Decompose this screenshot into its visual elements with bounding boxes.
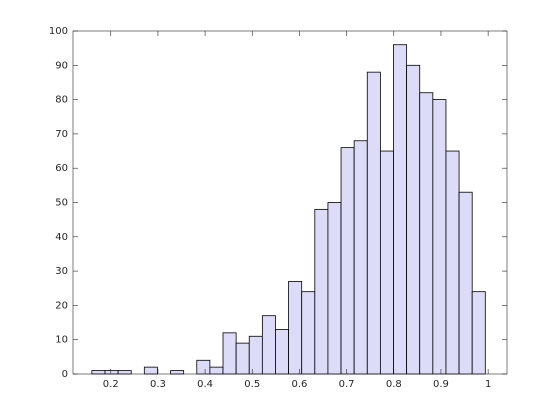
bar bbox=[288, 280, 303, 375]
bar bbox=[445, 150, 460, 375]
x-tick-label: 0.6 bbox=[291, 379, 307, 390]
bar bbox=[222, 332, 237, 375]
bar bbox=[143, 366, 158, 375]
bar bbox=[471, 291, 486, 375]
bar bbox=[458, 191, 473, 375]
x-tick-label: 0.8 bbox=[386, 379, 402, 390]
bar bbox=[248, 335, 263, 375]
y-tick-label: 20 bbox=[55, 300, 68, 311]
bar bbox=[327, 202, 342, 375]
bar bbox=[275, 329, 289, 375]
x-tick-label: 0.2 bbox=[103, 379, 119, 390]
y-tick-label: 60 bbox=[55, 163, 68, 174]
x-tick-label: 0.7 bbox=[339, 379, 355, 390]
bar bbox=[366, 71, 381, 375]
y-tick-label: 10 bbox=[55, 335, 68, 346]
bar bbox=[104, 370, 119, 375]
bar bbox=[235, 342, 250, 375]
bar bbox=[196, 359, 211, 375]
y-tick-label: 90 bbox=[55, 60, 68, 71]
x-tick-label: 0.3 bbox=[150, 379, 166, 390]
bar bbox=[301, 291, 316, 375]
bar bbox=[170, 370, 185, 375]
bar bbox=[353, 140, 368, 375]
y-tick-label: 30 bbox=[55, 266, 68, 277]
y-tick-label: 80 bbox=[55, 95, 68, 106]
bar bbox=[340, 147, 355, 375]
x-tick-label: 1 bbox=[485, 379, 491, 390]
bar bbox=[406, 64, 421, 375]
y-tick-label: 50 bbox=[55, 198, 68, 209]
x-tick-label: 0.5 bbox=[244, 379, 260, 390]
y-tick-label: 100 bbox=[49, 26, 68, 37]
y-tick-label: 40 bbox=[55, 232, 68, 243]
bar bbox=[379, 150, 394, 375]
y-tick-label: 0 bbox=[62, 369, 68, 380]
bar bbox=[314, 208, 329, 375]
bar bbox=[209, 366, 224, 375]
x-tick-label: 0.4 bbox=[197, 379, 213, 390]
bar bbox=[117, 370, 132, 375]
bar bbox=[91, 370, 106, 375]
bar bbox=[432, 99, 447, 375]
y-tick-label: 70 bbox=[55, 129, 68, 140]
x-tick-label: 0.9 bbox=[433, 379, 449, 390]
bar bbox=[393, 44, 408, 375]
bar bbox=[261, 315, 276, 375]
bar bbox=[419, 92, 434, 375]
